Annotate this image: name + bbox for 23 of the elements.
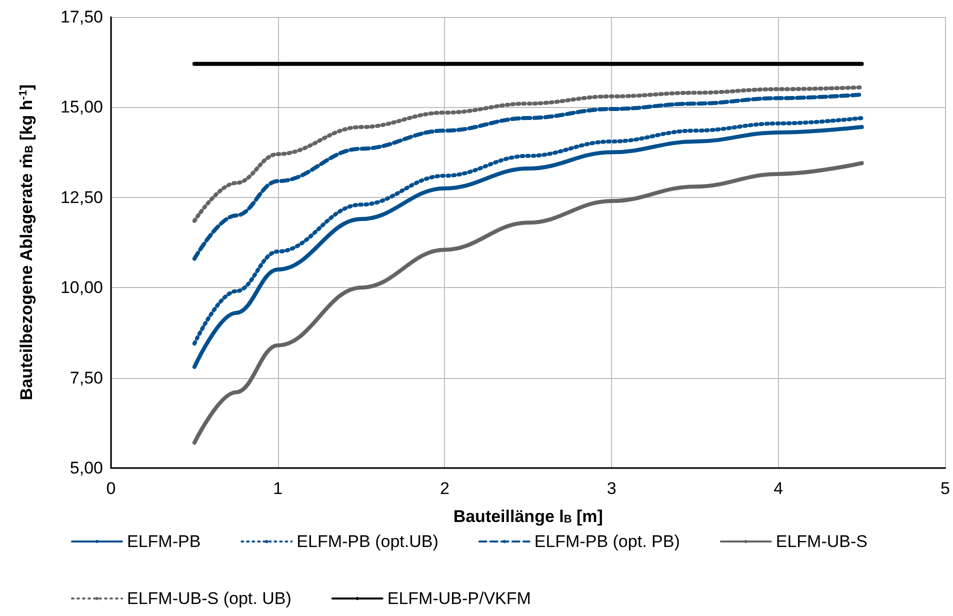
legend-label: ELFM-PB (opt. PB) [534,532,680,551]
x-tick-label: 4 [774,479,784,498]
legend-label: ELFM-PB [127,532,201,551]
y-tick-label: 10,00 [60,278,103,298]
y-tick-label: 15,00 [60,98,103,117]
y-tick-label: 17,50 [60,8,103,26]
legend-label: ELFM-UB-P/VKFM [387,589,531,608]
legend-label: ELFM-UB-S [776,532,868,551]
line-series [192,92,864,261]
legend-label: ELFM-PB (opt.UB) [296,532,438,551]
y-tick-label: 12,50 [60,188,103,207]
y-tick-label: 5,00 [70,458,103,478]
x-tick-label: 2 [440,479,450,498]
line-series [192,85,864,223]
x-tick-label: 1 [273,479,283,498]
y-tick-label: 7,50 [70,368,103,388]
x-tick-label: 0 [106,479,116,498]
x-tick-label: 5 [940,479,950,498]
legend-label: ELFM-UB-S (opt. UB) [127,589,292,608]
line-series [192,161,864,445]
x-axis-title: Bauteillänge lB [m] [453,507,603,526]
x-tick-label: 3 [606,479,616,498]
y-axis-title: Bauteilbezogene Ablagerate ṁB [kg h-1] [17,84,36,400]
